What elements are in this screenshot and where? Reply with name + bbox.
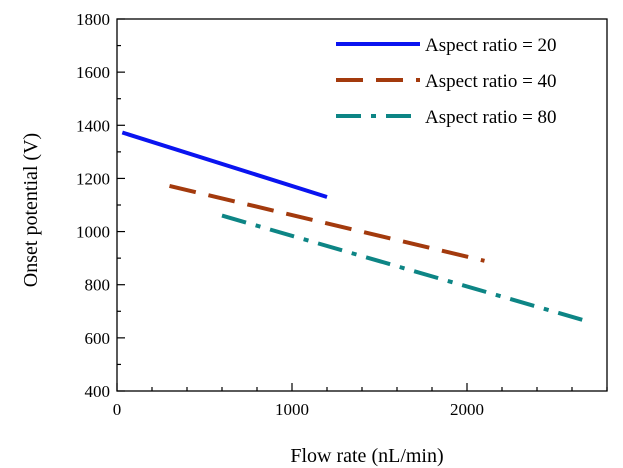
series-line-2: [169, 183, 485, 263]
x-axis-label: Flow rate (nL/min): [290, 445, 443, 467]
plot-series: [121, 130, 591, 324]
y-tick-label: 1200: [76, 169, 110, 188]
legend-label-3: Aspect ratio = 80: [425, 107, 557, 128]
y-tick-label: 1800: [76, 10, 110, 29]
y-axis-label: Onset potential (V): [20, 133, 42, 287]
y-tick-label: 1000: [76, 223, 110, 242]
x-tick-label: 0: [113, 400, 122, 419]
legend-label-1: Aspect ratio = 20: [425, 35, 557, 56]
x-tick-label: 2000: [450, 400, 484, 419]
series-line-1: [121, 130, 328, 199]
y-tick-label: 1400: [76, 116, 110, 135]
y-tick-label: 600: [85, 329, 111, 348]
y-tick-label: 800: [85, 276, 111, 295]
legend-label-2: Aspect ratio = 40: [425, 71, 557, 92]
x-tick-label: 1000: [275, 400, 309, 419]
y-tick-label: 1600: [76, 63, 110, 82]
y-tick-label: 400: [85, 382, 111, 401]
series-line-3: [221, 213, 591, 324]
legend: Aspect ratio = 20 Aspect ratio = 40 Aspect…: [336, 35, 557, 128]
axes: 400 600 800 1000 1200 1400 1600 1800 0 1000 2000: [76, 10, 608, 419]
